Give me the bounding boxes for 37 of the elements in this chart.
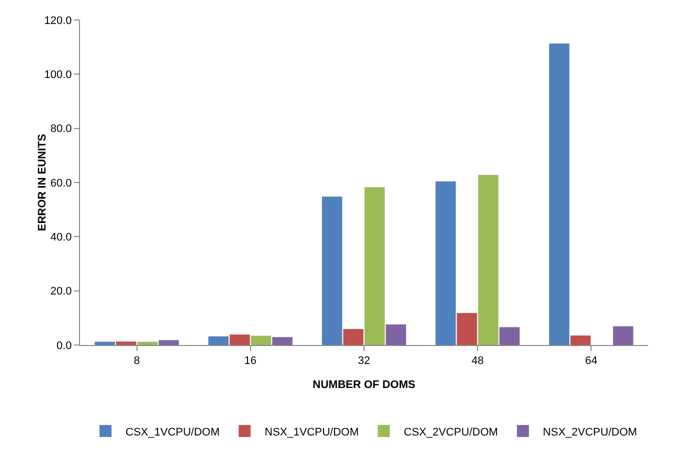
x-axis-title: NUMBER OF DOMS — [312, 379, 416, 391]
bar — [94, 342, 115, 345]
bar — [386, 324, 406, 345]
bar — [272, 337, 292, 345]
x-tick-label: 48 — [471, 355, 484, 368]
bar — [158, 340, 179, 345]
y-axis-title: ERROR IN EUNITS — [36, 134, 48, 232]
y-tick-label: 20.0 — [50, 286, 72, 298]
bar — [549, 44, 570, 345]
bar — [499, 327, 520, 345]
y-tick-label: 80.0 — [50, 123, 72, 136]
x-tick-label: 32 — [358, 355, 370, 368]
bar — [250, 336, 272, 345]
bar — [364, 187, 385, 345]
bar — [436, 181, 456, 345]
y-tick-label: 120.0 — [44, 14, 72, 27]
legend-label: CSX_1VCPU/DOM — [126, 426, 220, 438]
bar — [343, 329, 364, 345]
y-tick-label: 60.0 — [50, 177, 72, 190]
bar — [208, 336, 229, 345]
bar — [230, 334, 250, 345]
bar — [478, 174, 498, 345]
y-tick-label: 100.0 — [44, 69, 72, 82]
legend-label: CSX_2VCPU/DOM — [404, 426, 498, 438]
bar — [116, 341, 136, 345]
bar — [570, 336, 591, 345]
y-tick-label: 0.0 — [56, 340, 72, 352]
legend-label: NSX_1VCPU/DOM — [264, 426, 359, 438]
legend-label: NSX_2VCPU/DOM — [542, 426, 638, 438]
x-tick-label: 8 — [134, 355, 140, 368]
bar — [322, 196, 342, 345]
x-tick-label: 64 — [585, 355, 598, 368]
x-tick-label: 16 — [244, 355, 257, 368]
y-tick-label: 40.0 — [50, 232, 72, 244]
bar — [613, 326, 634, 345]
bar — [456, 313, 478, 345]
bar — [137, 342, 158, 345]
